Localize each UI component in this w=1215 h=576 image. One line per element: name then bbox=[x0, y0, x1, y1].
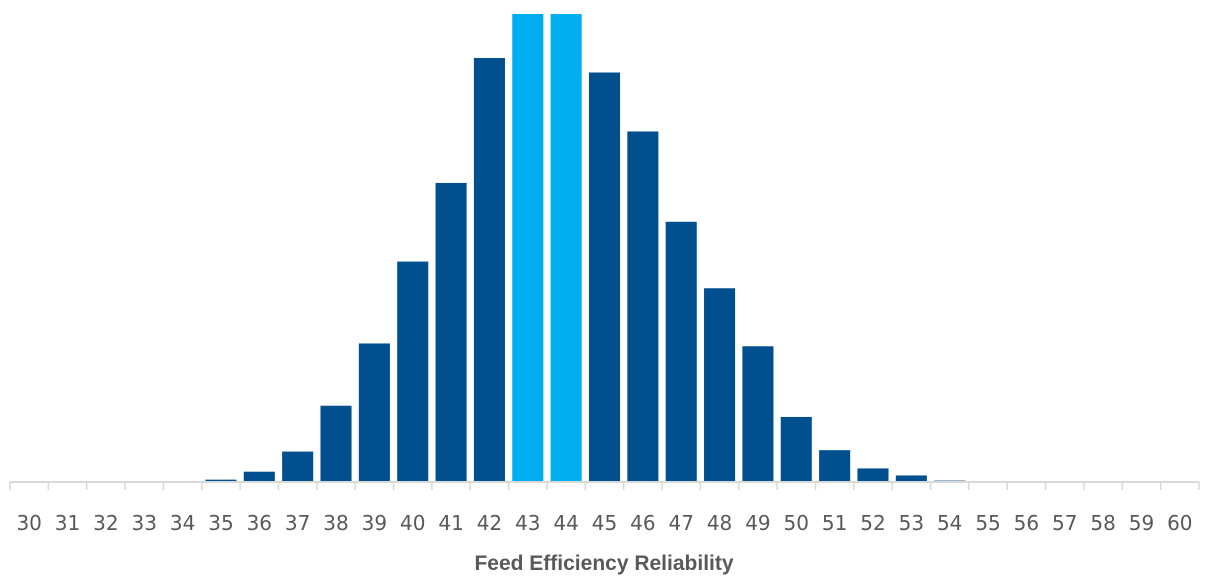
bar-42 bbox=[473, 57, 505, 483]
bar-47 bbox=[665, 221, 697, 483]
bar-43 bbox=[512, 14, 544, 482]
x-tick-label-32: 32 bbox=[93, 511, 118, 535]
x-tick-label-30: 30 bbox=[16, 511, 41, 535]
bar-52 bbox=[857, 468, 889, 482]
x-tick-label-60: 60 bbox=[1167, 511, 1192, 535]
x-tick-labels: 30 31 32 33 34 35 36 37 38 39 40 41 42 43 44 45 46 47 48 49… bbox=[16, 511, 1192, 535]
bar-39 bbox=[358, 343, 390, 482]
bar-45 bbox=[588, 72, 621, 482]
x-tick-label-45: 45 bbox=[592, 511, 617, 535]
x-tick-label-37: 37 bbox=[285, 511, 310, 535]
x-tick-label-42: 42 bbox=[477, 511, 502, 535]
bar-40 bbox=[397, 261, 429, 482]
bar-38 bbox=[320, 405, 352, 482]
x-tick-label-59: 59 bbox=[1129, 511, 1154, 535]
bar-49 bbox=[742, 346, 774, 482]
x-tick-label-34: 34 bbox=[170, 511, 195, 535]
bar-53 bbox=[895, 475, 927, 482]
bar-35 bbox=[205, 479, 237, 482]
x-tick-label-56: 56 bbox=[1014, 511, 1039, 535]
x-tick-label-41: 41 bbox=[438, 511, 463, 535]
bars-layer bbox=[205, 14, 966, 483]
x-tick-label-31: 31 bbox=[55, 511, 80, 535]
x-tick-label-46: 46 bbox=[630, 511, 655, 535]
x-tick-label-44: 44 bbox=[553, 511, 578, 535]
x-tick-label-52: 52 bbox=[860, 511, 885, 535]
bar-37 bbox=[282, 451, 314, 482]
x-tick-label-33: 33 bbox=[132, 511, 157, 535]
x-tick-label-49: 49 bbox=[745, 511, 770, 535]
x-tick-label-43: 43 bbox=[515, 511, 540, 535]
x-tick-label-40: 40 bbox=[400, 511, 425, 535]
x-tick-label-36: 36 bbox=[247, 511, 272, 535]
bar-41 bbox=[435, 182, 467, 482]
x-tick-label-39: 39 bbox=[362, 511, 387, 535]
x-axis bbox=[9, 481, 1200, 490]
bar-44 bbox=[550, 14, 582, 482]
x-tick-label-58: 58 bbox=[1090, 511, 1115, 535]
x-tick-label-53: 53 bbox=[899, 511, 924, 535]
x-tick-label-51: 51 bbox=[822, 511, 847, 535]
x-tick-label-35: 35 bbox=[208, 511, 233, 535]
bar-46 bbox=[627, 131, 659, 482]
x-axis-title: Feed Efficiency Reliability bbox=[474, 552, 733, 575]
x-tick-label-48: 48 bbox=[707, 511, 732, 535]
x-tick-label-55: 55 bbox=[975, 511, 1000, 535]
bar-48 bbox=[704, 288, 736, 482]
x-tick-label-57: 57 bbox=[1052, 511, 1077, 535]
bar-51 bbox=[819, 450, 851, 482]
x-tick-label-47: 47 bbox=[668, 511, 693, 535]
bar-36 bbox=[243, 471, 275, 482]
x-tick-label-50: 50 bbox=[784, 511, 809, 535]
x-tick-label-38: 38 bbox=[323, 511, 348, 535]
bar-50 bbox=[780, 416, 812, 482]
x-tick-label-54: 54 bbox=[937, 511, 962, 535]
